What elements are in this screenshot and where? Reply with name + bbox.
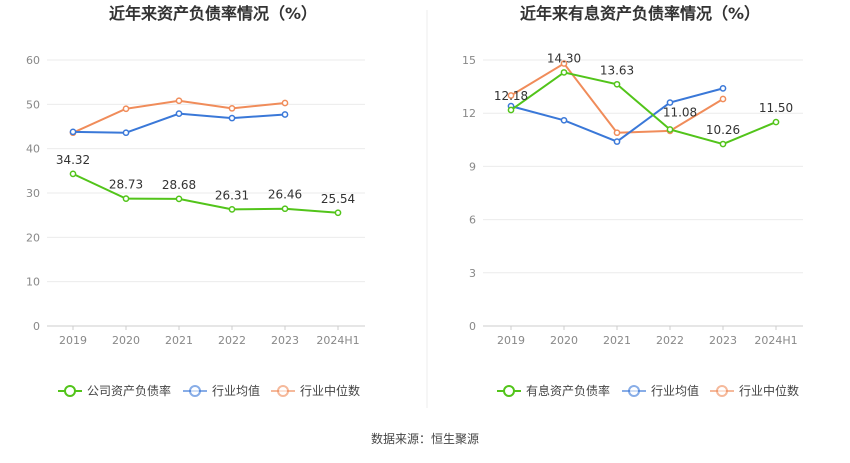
x-tick-label: 2019 <box>497 334 525 347</box>
chart-title: 近年来有息资产负债率情况（%） <box>520 4 760 23</box>
legend-label: 公司资产负债率 <box>87 383 171 398</box>
x-tick-label: 2020 <box>112 334 140 347</box>
legend-item[interactable]: 公司资产负债率 <box>58 383 171 398</box>
legend-marker <box>503 385 515 397</box>
data-point <box>175 110 183 117</box>
y-tick-label: 9 <box>469 160 476 173</box>
data-point <box>560 116 568 124</box>
data-point <box>719 140 727 148</box>
y-tick-label: 50 <box>26 98 40 111</box>
y-tick-label: 30 <box>26 187 40 200</box>
x-tick-label: 2019 <box>59 334 87 347</box>
data-label: 11.08 <box>663 106 697 120</box>
data-point <box>69 170 77 178</box>
data-point <box>228 104 236 112</box>
legend-label: 行业均值 <box>212 383 260 398</box>
legend-item[interactable]: 行业中位数 <box>271 383 360 398</box>
legend-marker <box>64 385 76 397</box>
data-point <box>719 95 727 103</box>
data-point <box>228 114 236 122</box>
x-tick-label: 2023 <box>709 334 737 347</box>
data-label: 10.26 <box>706 123 740 137</box>
data-point <box>666 126 674 133</box>
data-point <box>772 118 780 126</box>
data-point <box>122 105 130 113</box>
chart-title: 近年来资产负债率情况（%） <box>109 4 317 23</box>
data-label: 13.63 <box>600 63 634 77</box>
y-tick-label: 3 <box>469 267 476 280</box>
y-tick-label: 20 <box>26 231 40 244</box>
legend-marker <box>716 385 728 397</box>
legend-label: 有息资产负债率 <box>526 383 610 398</box>
data-label: 14.30 <box>547 51 581 65</box>
data-label: 26.31 <box>215 188 249 202</box>
legend-marker <box>628 385 640 397</box>
data-point <box>122 195 130 202</box>
data-point <box>560 60 568 67</box>
x-tick-label: 2021 <box>603 334 631 347</box>
data-point <box>281 205 289 213</box>
data-point <box>175 97 183 105</box>
legend-marker <box>277 385 289 397</box>
legend-item[interactable]: 行业均值 <box>183 383 260 398</box>
data-point <box>507 106 515 114</box>
data-point <box>613 138 621 145</box>
legend-item[interactable]: 行业中位数 <box>710 383 799 398</box>
x-tick-label: 2022 <box>218 334 246 347</box>
legend-item[interactable]: 有息资产负债率 <box>497 383 610 398</box>
data-label: 28.73 <box>109 178 143 192</box>
data-label: 12.18 <box>494 89 528 103</box>
series-line <box>72 172 339 214</box>
x-tick-label: 2023 <box>271 334 299 347</box>
y-tick-label: 12 <box>462 107 476 120</box>
data-point <box>281 99 289 107</box>
data-point <box>719 85 727 92</box>
data-point <box>613 129 621 137</box>
y-tick-label: 15 <box>462 54 476 67</box>
data-point <box>122 129 130 137</box>
data-point <box>507 92 515 99</box>
y-tick-label: 0 <box>469 320 476 333</box>
legend-label: 行业中位数 <box>739 383 799 398</box>
legend-marker <box>189 385 201 397</box>
debt-ratio-chart: 近年来资产负债率情况（%） 0 10 20 30 40 50 60 2019 2020 2021 20… <box>26 4 365 398</box>
y-tick-label: 6 <box>469 214 476 227</box>
data-label: 28.68 <box>162 178 196 192</box>
data-point <box>613 80 621 88</box>
y-tick-label: 60 <box>26 54 40 67</box>
series-line <box>510 71 777 146</box>
y-tick-label: 40 <box>26 143 40 156</box>
data-point <box>281 111 289 118</box>
x-tick-label: 2020 <box>550 334 578 347</box>
data-point <box>560 69 568 76</box>
legend-label: 行业均值 <box>651 383 699 398</box>
x-tick-label: 2022 <box>656 334 684 347</box>
y-tick-label: 0 <box>33 320 40 333</box>
data-label: 34.32 <box>56 153 90 167</box>
data-point <box>334 209 342 217</box>
legend-item[interactable]: 行业均值 <box>622 383 699 398</box>
data-label: 26.46 <box>268 188 302 202</box>
data-point <box>666 99 674 106</box>
data-point <box>69 128 77 136</box>
data-point <box>228 206 236 213</box>
x-tick-label: 2024H1 <box>754 334 797 347</box>
data-label: 25.54 <box>321 192 355 206</box>
y-tick-label: 10 <box>26 276 40 289</box>
source-label: 数据来源：恒生聚源 <box>371 431 479 446</box>
interest-debt-ratio-chart: 近年来有息资产负债率情况（%） 0 3 6 9 12 15 2019 2020 2021 2022 2… <box>462 4 803 398</box>
legend-label: 行业中位数 <box>300 383 360 398</box>
data-point <box>175 195 183 203</box>
data-label: 11.50 <box>759 101 793 115</box>
x-tick-label: 2021 <box>165 334 193 347</box>
x-tick-label: 2024H1 <box>316 334 359 347</box>
